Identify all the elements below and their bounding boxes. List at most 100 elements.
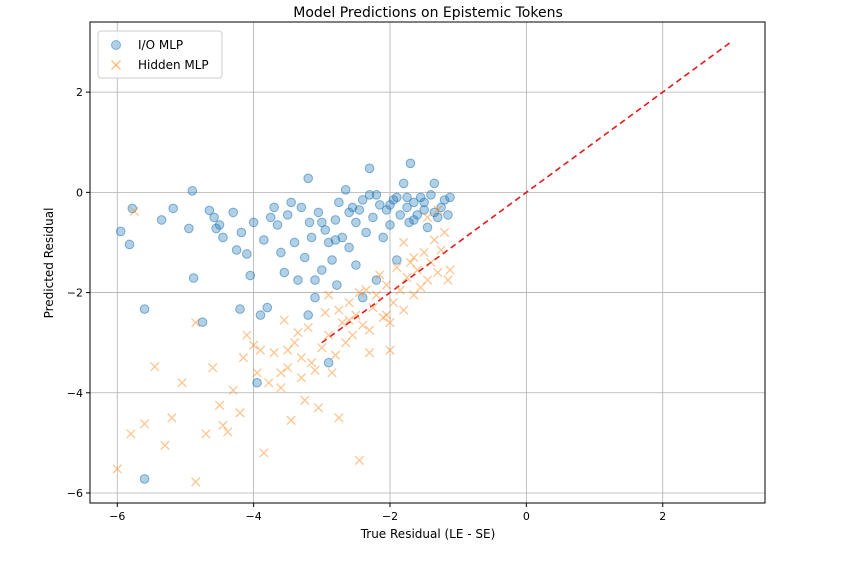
data-point — [409, 290, 419, 300]
data-point — [358, 320, 368, 330]
data-point — [259, 448, 269, 458]
data-point — [354, 455, 364, 466]
data-point — [313, 403, 324, 413]
data-point — [344, 315, 354, 325]
data-point — [409, 215, 419, 225]
data-point — [419, 205, 429, 215]
data-point — [337, 317, 347, 328]
data-point — [341, 338, 351, 348]
data-point — [330, 350, 341, 360]
data-point — [378, 232, 388, 243]
data-point — [323, 330, 334, 340]
data-point — [218, 232, 228, 243]
data-point — [228, 207, 238, 218]
data-point — [357, 195, 368, 205]
legend-label-io-mlp: I/O MLP — [138, 38, 183, 52]
data-point — [235, 304, 245, 314]
data-point — [433, 267, 443, 278]
data-point — [303, 322, 313, 333]
data-point — [286, 197, 296, 208]
data-point — [378, 312, 388, 323]
data-point — [160, 440, 170, 451]
data-point — [395, 210, 406, 220]
data-point — [375, 270, 385, 280]
data-point — [364, 325, 375, 335]
x-axis-label: True Residual (LE - SE) — [360, 527, 496, 541]
legend: I/O MLP Hidden MLP — [97, 30, 223, 79]
data-point — [269, 202, 279, 213]
data-point — [283, 345, 293, 355]
data-point — [127, 203, 138, 214]
data-point — [323, 290, 334, 300]
data-point — [402, 192, 412, 203]
data-point — [354, 205, 365, 215]
data-point — [317, 343, 327, 353]
data-point — [409, 197, 419, 208]
data-point — [419, 247, 429, 258]
data-point — [167, 413, 177, 423]
data-point — [289, 338, 300, 348]
data-point — [357, 292, 368, 303]
data-point — [344, 242, 354, 253]
data-point — [248, 217, 259, 228]
data-point — [129, 206, 139, 217]
data-point — [416, 282, 426, 293]
data-point — [398, 305, 409, 315]
data-point — [392, 262, 402, 273]
data-point — [405, 257, 416, 268]
data-point — [259, 235, 269, 245]
data-point — [320, 307, 330, 318]
data-point — [276, 368, 286, 378]
data-point — [124, 239, 135, 250]
data-point — [272, 220, 283, 230]
data-point — [371, 190, 382, 200]
x-tick-label: 0 — [523, 510, 530, 523]
data-point — [436, 245, 446, 255]
data-point — [248, 340, 259, 350]
series-io-mlp — [115, 158, 455, 484]
data-point — [361, 227, 371, 238]
data-point — [388, 297, 399, 308]
y-tick-label: 2 — [76, 86, 83, 99]
axis-ticks: −6 −4 −2 0 2 −6 −4 −2 0 2 — [67, 86, 666, 523]
data-point — [177, 378, 187, 388]
data-point — [296, 353, 307, 363]
data-point — [209, 212, 219, 223]
data-point — [445, 265, 455, 275]
data-point — [289, 237, 300, 248]
legend-box — [97, 30, 223, 79]
data-point — [433, 205, 443, 215]
data-point — [429, 178, 440, 189]
data-point — [351, 310, 361, 320]
data-point — [211, 223, 221, 234]
data-point — [306, 358, 317, 368]
data-point — [443, 275, 453, 285]
data-point — [112, 464, 122, 474]
data-point — [415, 192, 426, 203]
data-point — [426, 257, 436, 268]
data-point — [115, 226, 126, 237]
data-point — [300, 395, 310, 405]
data-point — [208, 363, 218, 373]
data-point — [282, 210, 293, 220]
data-point — [354, 287, 364, 298]
y-tick-label: −2 — [67, 287, 83, 300]
data-point — [191, 477, 201, 487]
data-point — [269, 348, 279, 358]
data-point — [371, 290, 382, 300]
x-tick-label: −4 — [246, 510, 262, 523]
data-point — [432, 212, 443, 223]
data-point — [317, 265, 327, 275]
data-point — [374, 200, 385, 210]
data-point — [168, 203, 178, 214]
data-point — [150, 362, 160, 372]
data-point — [279, 315, 289, 325]
data-point — [412, 265, 422, 275]
data-point — [351, 260, 361, 270]
data-point — [299, 252, 310, 263]
data-point — [139, 474, 150, 484]
y-tick-label: −6 — [67, 487, 83, 500]
data-point — [204, 205, 215, 216]
data-point — [419, 197, 429, 208]
data-point — [313, 207, 324, 218]
